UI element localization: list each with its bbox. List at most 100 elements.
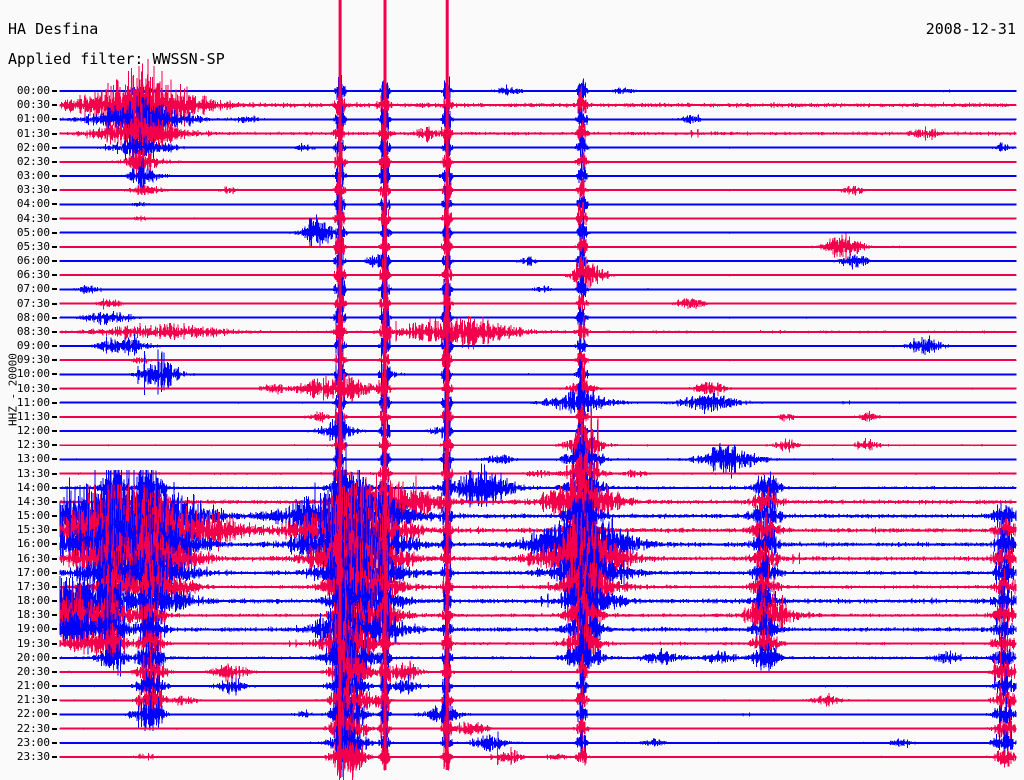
- time-tick-mark: [52, 614, 57, 617]
- time-tick-mark: [52, 444, 57, 447]
- seismic-trace: [59, 59, 1017, 152]
- seismic-trace: [59, 630, 1017, 710]
- time-tick-mark: [52, 585, 57, 588]
- seismic-trace: [59, 678, 1017, 719]
- time-tick-mark: [52, 685, 57, 688]
- seismic-trace: [59, 583, 1017, 676]
- time-tick-mark: [52, 401, 57, 404]
- seismic-trace: [59, 299, 1017, 336]
- seismic-trace: [59, 214, 1017, 248]
- time-tick-mark: [52, 430, 57, 433]
- applied-filter-label: Applied filter: WWSSN-SP: [8, 50, 225, 68]
- time-tick-mark: [52, 458, 57, 461]
- time-tick-label: 07:00: [16, 282, 50, 296]
- seismogram-canvas: [59, 0, 1017, 780]
- time-tick-mark: [52, 359, 57, 362]
- seismic-trace: [59, 498, 1017, 591]
- time-tick-mark: [52, 217, 57, 220]
- seismic-trace: [59, 133, 1017, 181]
- seismic-trace: [59, 431, 1017, 500]
- time-tick-label: 14:30: [16, 494, 50, 508]
- time-tick-mark: [52, 557, 57, 560]
- seismic-trace: [59, 280, 1017, 322]
- time-tick-label: 03:30: [16, 183, 50, 197]
- time-tick-mark: [52, 274, 57, 277]
- time-tick-label: 00:00: [16, 84, 50, 97]
- seismic-trace: [59, 331, 1017, 366]
- time-tick-label: 03:00: [16, 169, 50, 183]
- time-tick-label: 05:00: [16, 225, 50, 239]
- time-tick-mark: [52, 656, 57, 659]
- time-tick-label: 16:30: [16, 551, 50, 565]
- seismic-trace: [59, 408, 1017, 486]
- time-tick-label: 22:30: [16, 721, 50, 735]
- time-tick-label: 23:00: [16, 735, 50, 749]
- time-tick-mark: [52, 231, 57, 234]
- time-tick-mark: [52, 118, 57, 121]
- time-tick-mark: [52, 302, 57, 305]
- seismic-trace: [59, 103, 1017, 166]
- time-tick-mark: [52, 755, 57, 758]
- seismic-trace: [59, 555, 1017, 638]
- time-tick-mark: [52, 741, 57, 744]
- time-tick-label: 19:30: [16, 636, 50, 650]
- seismic-trace: [59, 349, 1017, 428]
- time-tick-mark: [52, 415, 57, 418]
- seismic-trace: [59, 726, 1017, 780]
- time-tick-mark: [52, 727, 57, 730]
- time-tick-label: 08:30: [16, 324, 50, 338]
- seismic-trace: [59, 445, 1017, 504]
- seismic-trace: [59, 233, 1017, 263]
- time-tick-label: 13:00: [16, 452, 50, 466]
- time-tick-label: 09:30: [16, 353, 50, 367]
- time-axis-labels: 00:00 00:30 01:00 01:30 02:00 02:30 03:00 03:30…: [0, 84, 58, 774]
- time-tick-label: 00:30: [16, 98, 50, 112]
- seismic-trace: [59, 618, 1017, 695]
- time-tick-mark: [52, 472, 57, 475]
- time-tick-label: 23:30: [16, 749, 50, 763]
- seismic-trace: [59, 72, 1017, 115]
- clipped-spike: [338, 0, 342, 770]
- seismic-trace: [59, 455, 1017, 548]
- time-tick-mark: [52, 330, 57, 333]
- time-tick-mark: [52, 245, 57, 248]
- seismic-trace: [59, 254, 1017, 306]
- seismic-trace: [59, 374, 1017, 433]
- time-tick-label: 11:00: [16, 395, 50, 409]
- time-tick-mark: [52, 260, 57, 263]
- seismic-trace: [59, 654, 1017, 724]
- time-tick-label: 17:00: [16, 565, 50, 579]
- clipped-spike: [445, 0, 449, 770]
- time-tick-mark: [52, 132, 57, 135]
- time-tick-mark: [52, 203, 57, 206]
- time-tick-label: 16:00: [16, 537, 50, 551]
- time-tick-label: 12:30: [16, 438, 50, 452]
- time-tick-label: 10:30: [16, 381, 50, 395]
- time-tick-mark: [52, 90, 57, 92]
- time-tick-label: 11:30: [16, 409, 50, 423]
- time-tick-label: 14:00: [16, 480, 50, 494]
- time-tick-mark: [52, 515, 57, 518]
- seismic-trace: [59, 540, 1017, 634]
- time-tick-label: 18:00: [16, 594, 50, 608]
- seismic-trace: [59, 340, 1017, 383]
- seismogram-plot: [59, 0, 1017, 780]
- time-tick-label: 01:00: [16, 112, 50, 126]
- time-tick-label: 20:00: [16, 650, 50, 664]
- time-tick-mark: [52, 486, 57, 489]
- time-tick-label: 22:00: [16, 707, 50, 721]
- time-tick-label: 15:30: [16, 523, 50, 537]
- date-label: 2008-12-31: [925, 20, 1016, 38]
- seismic-trace: [59, 580, 1017, 650]
- seismic-trace: [59, 275, 1017, 308]
- time-tick-mark: [52, 543, 57, 546]
- time-tick-label: 09:00: [16, 339, 50, 353]
- time-tick-mark: [52, 387, 57, 390]
- seismic-trace: [59, 678, 1017, 743]
- time-tick-label: 17:30: [16, 579, 50, 593]
- seismic-trace: [59, 237, 1017, 284]
- time-tick-label: 05:30: [16, 239, 50, 253]
- seismic-trace: [59, 528, 1017, 619]
- time-tick-label: 08:00: [16, 310, 50, 324]
- time-tick-label: 21:30: [16, 693, 50, 707]
